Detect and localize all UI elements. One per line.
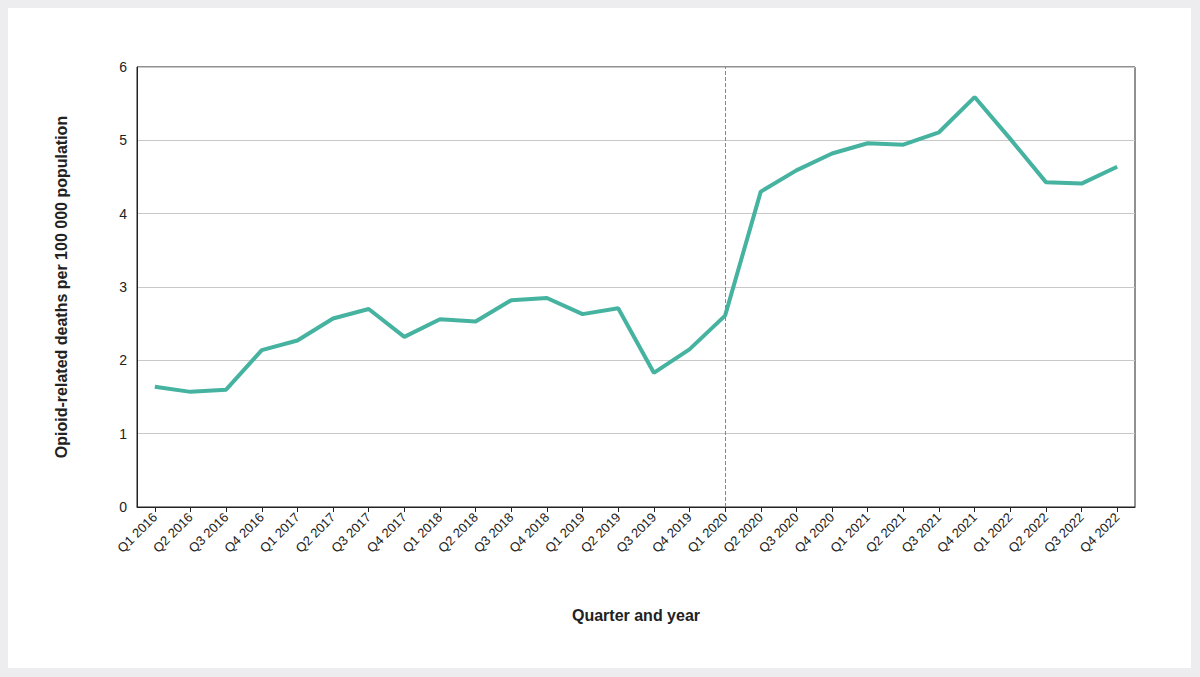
svg-text:Q2 2022: Q2 2022	[1005, 509, 1052, 556]
svg-text:Q3 2019: Q3 2019	[613, 509, 660, 556]
svg-text:6: 6	[119, 59, 127, 75]
svg-text:Q3 2018: Q3 2018	[470, 509, 517, 556]
svg-text:Q2 2020: Q2 2020	[720, 509, 767, 556]
svg-text:Q3 2020: Q3 2020	[755, 509, 802, 556]
svg-text:Q1 2022: Q1 2022	[969, 509, 1016, 556]
svg-text:Q4 2016: Q4 2016	[221, 509, 268, 556]
svg-text:Q3 2022: Q3 2022	[1041, 509, 1087, 556]
svg-text:1: 1	[119, 426, 127, 442]
svg-text:4: 4	[119, 206, 127, 222]
svg-text:Q3 2021: Q3 2021	[898, 509, 945, 556]
svg-text:Opioid-related deaths per 100: Opioid-related deaths per 100 000 popula…	[53, 116, 70, 458]
svg-text:Q1 2019: Q1 2019	[542, 509, 588, 556]
svg-text:Q2 2017: Q2 2017	[292, 509, 339, 556]
svg-text:Q3 2017: Q3 2017	[328, 509, 374, 556]
svg-text:Q1 2021: Q1 2021	[827, 509, 873, 556]
svg-text:Q2 2016: Q2 2016	[149, 509, 196, 556]
svg-text:Quarter and year: Quarter and year	[572, 607, 700, 624]
svg-text:Q1 2016: Q1 2016	[114, 509, 161, 556]
svg-text:Q4 2022: Q4 2022	[1077, 510, 1123, 556]
svg-text:Q3 2016: Q3 2016	[185, 509, 232, 556]
svg-text:Q4 2020: Q4 2020	[791, 509, 838, 556]
svg-text:Q1 2020: Q1 2020	[684, 509, 731, 556]
svg-text:3: 3	[119, 279, 127, 295]
svg-text:Q4 2019: Q4 2019	[648, 509, 695, 556]
svg-text:Q1 2017: Q1 2017	[256, 509, 303, 556]
svg-text:Q2 2021: Q2 2021	[862, 509, 909, 556]
svg-text:5: 5	[119, 132, 127, 148]
svg-text:Q2 2018: Q2 2018	[435, 509, 481, 556]
svg-text:0: 0	[119, 499, 127, 515]
svg-text:Q4 2017: Q4 2017	[363, 509, 410, 556]
svg-text:Q4 2021: Q4 2021	[934, 509, 980, 556]
svg-text:2: 2	[119, 352, 127, 368]
svg-text:Q2 2019: Q2 2019	[577, 509, 624, 556]
svg-text:Q4 2018: Q4 2018	[506, 509, 553, 556]
svg-text:Q1 2018: Q1 2018	[399, 509, 446, 556]
